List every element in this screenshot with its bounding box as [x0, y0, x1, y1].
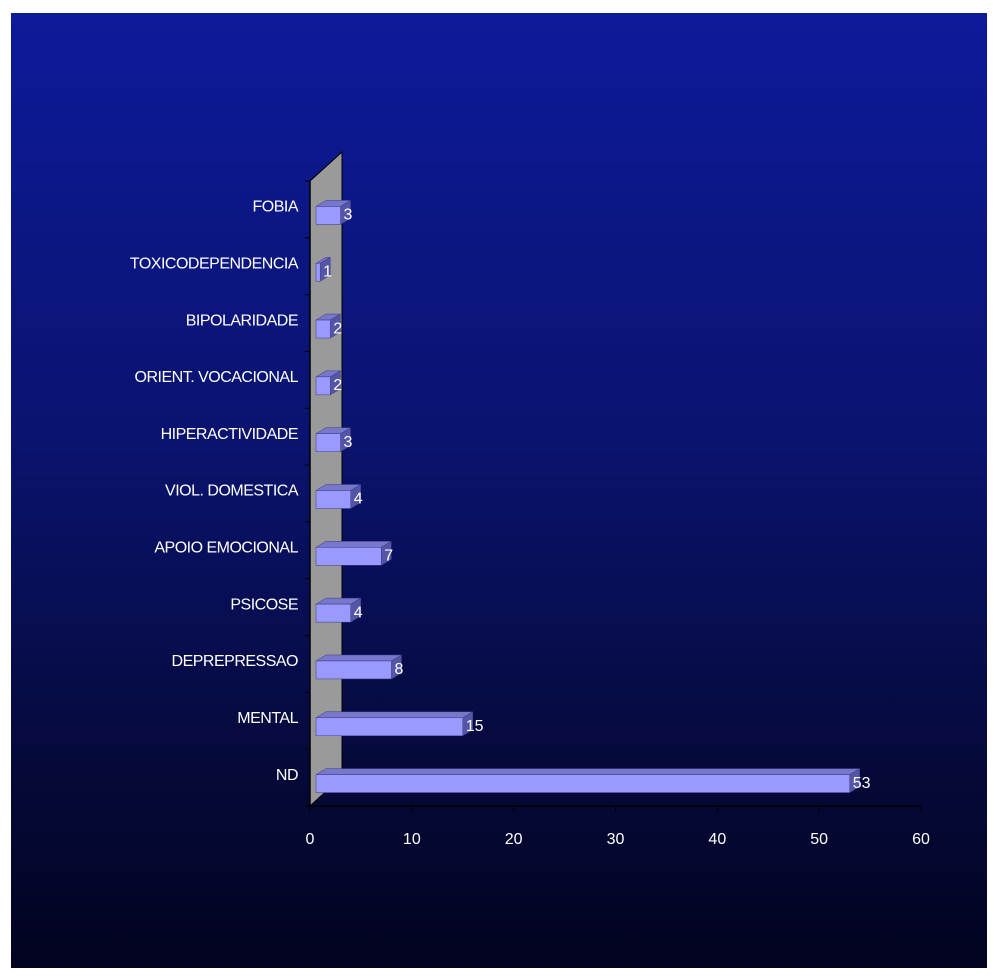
bar-top-face: [315, 711, 474, 719]
back-wall: [309, 150, 343, 808]
data-label: 4: [354, 491, 363, 508]
category-label: HIPERACTIVIDADE: [161, 426, 298, 443]
data-label: 2: [333, 377, 342, 394]
category-label: DEPREPRESSAO: [172, 653, 299, 670]
bar: [315, 206, 341, 225]
bar: [315, 660, 392, 680]
category-label: PSICOSE: [230, 596, 298, 613]
chart-background: 0 10 20 30 40 50 60 ND 53 MENTAL 15 DEPREPRESSAO 8 PS…: [11, 13, 987, 968]
data-label: 53: [853, 775, 871, 792]
data-label: 7: [384, 548, 393, 565]
data-label: 4: [354, 604, 363, 621]
bar-top-face: [315, 768, 861, 775]
x-tick-label: 30: [607, 831, 625, 848]
bar: [315, 490, 351, 509]
category-label: MENTAL: [237, 710, 298, 727]
category-label: BIPOLARIDADE: [186, 312, 298, 329]
back-wall-panel: [309, 150, 343, 808]
x-tick-label: 20: [505, 831, 523, 848]
data-label: 3: [344, 207, 353, 224]
x-tick-label: 60: [912, 831, 930, 848]
category-label: APOIO EMOCIONAL: [154, 540, 298, 557]
bar: [315, 547, 382, 566]
bar: [315, 319, 331, 339]
category-label: VIOL. DOMESTICA: [165, 483, 299, 500]
x-tick-label: 50: [810, 831, 828, 848]
category-label: FOBIA: [252, 199, 298, 216]
labels: 0 10 20 30 40 50 60 ND 53 MENTAL 15 DEPREPRESSAO 8 PS…: [130, 199, 930, 848]
category-label: TOXICODEPENDENCIA: [130, 255, 299, 272]
bar-top-face: [315, 541, 393, 548]
bar: [315, 603, 351, 623]
data-label: 1: [323, 263, 332, 280]
data-label: 8: [394, 661, 403, 678]
data-label: 3: [344, 434, 353, 451]
bar: [315, 262, 321, 282]
x-tick-label: 40: [708, 831, 726, 848]
data-label: 15: [466, 718, 484, 735]
x-tick-label: 10: [403, 831, 421, 848]
bar-chart: 0 10 20 30 40 50 60 ND 53 MENTAL 15 DEPREPRESSAO 8 PS…: [130, 150, 930, 848]
bar-top-face: [315, 654, 403, 662]
data-label: 2: [333, 320, 342, 337]
bar: [315, 717, 463, 737]
bar: [315, 433, 341, 452]
axes: [305, 180, 922, 812]
bar: [315, 774, 850, 793]
category-label: ND: [276, 767, 298, 784]
category-label: ORIENT. VOCACIONAL: [135, 369, 299, 386]
x-tick-label: 0: [306, 831, 315, 848]
bars: [315, 199, 861, 794]
bar: [315, 376, 331, 396]
